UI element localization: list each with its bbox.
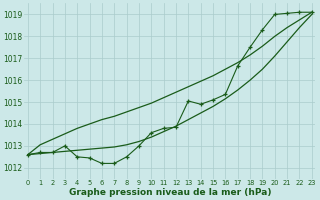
X-axis label: Graphe pression niveau de la mer (hPa): Graphe pression niveau de la mer (hPa) [68, 188, 271, 197]
